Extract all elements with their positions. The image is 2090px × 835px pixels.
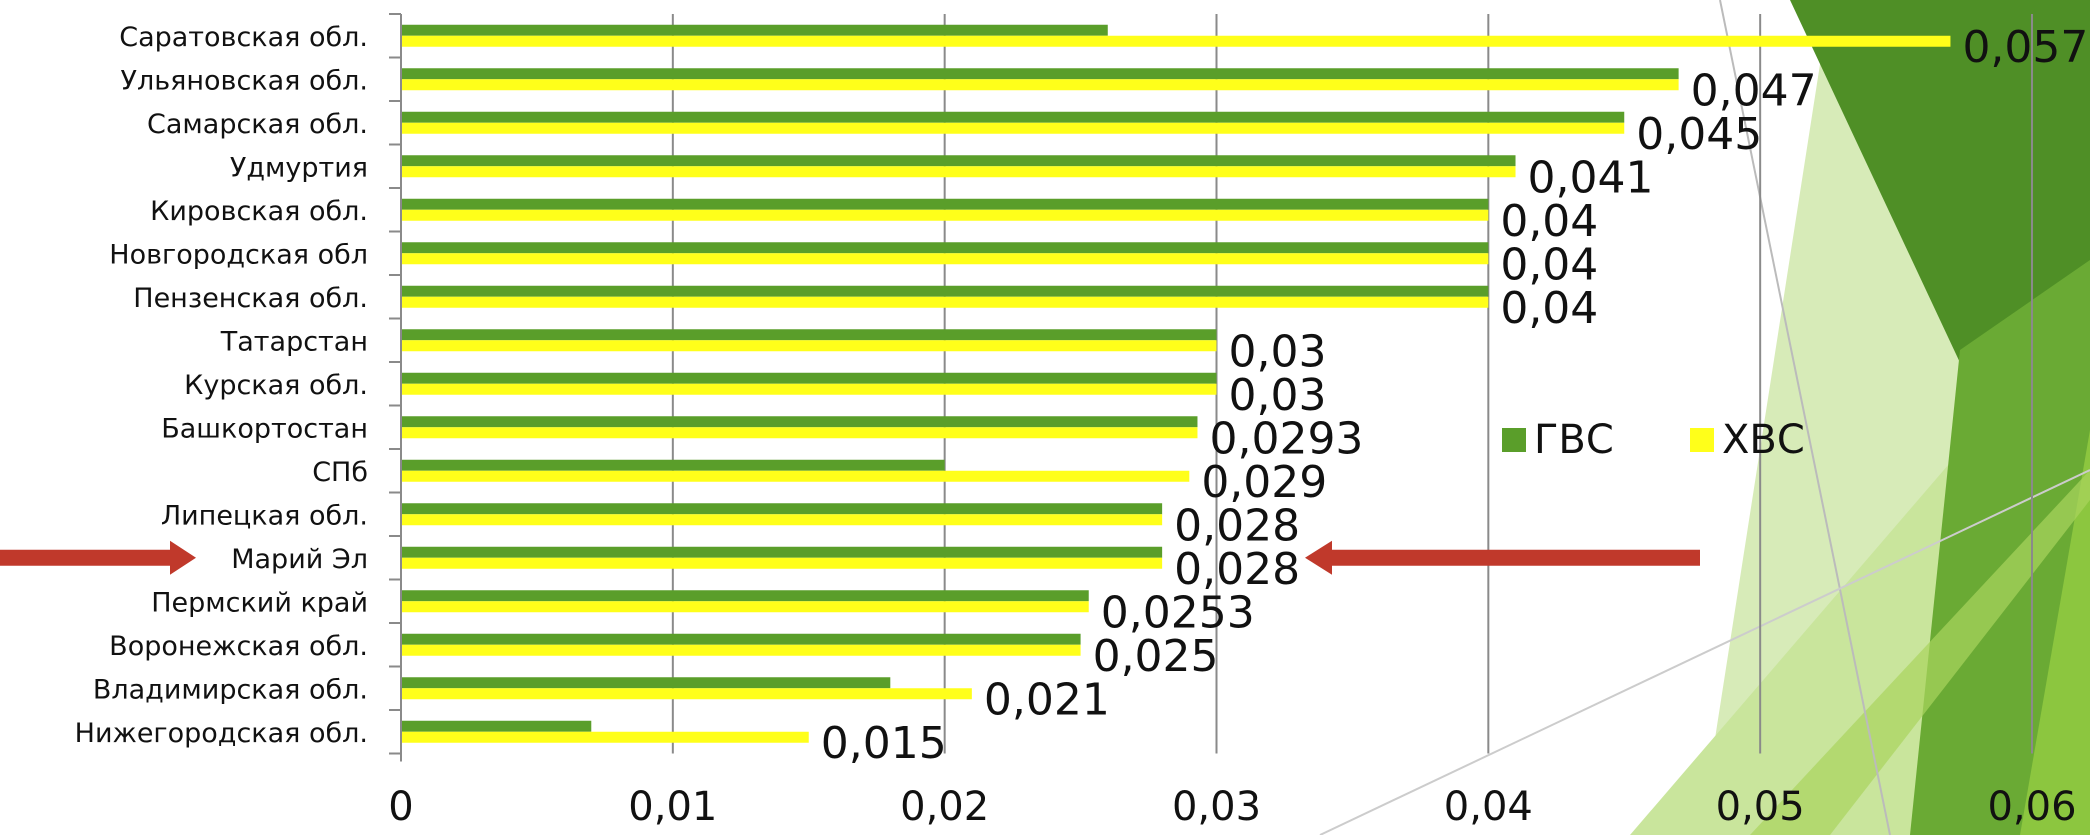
bar-gvs xyxy=(401,633,1081,645)
x-tick-label: 0,02 xyxy=(900,784,989,830)
deco-line-2 xyxy=(1319,469,2090,835)
bar-hvs xyxy=(401,79,1679,91)
category-label: Марий Эл xyxy=(231,544,368,575)
data-label: 0,021 xyxy=(984,674,1110,725)
category-label: Татарстан xyxy=(220,326,368,357)
data-label: 0,028 xyxy=(1174,544,1300,595)
data-label: 0,045 xyxy=(1636,109,1762,160)
bar-gvs xyxy=(401,285,1489,297)
bar-hvs xyxy=(401,253,1489,265)
bar-hvs xyxy=(401,427,1198,439)
arrow-left-icon xyxy=(1305,540,1700,575)
bar-hvs xyxy=(401,731,809,743)
data-label: 0,015 xyxy=(821,718,947,769)
data-label: 0,0253 xyxy=(1101,587,1255,638)
category-label: Башкортостан xyxy=(161,413,368,444)
axes xyxy=(389,13,402,762)
x-tick-label: 0,03 xyxy=(1172,784,1261,830)
legend-label: ГВС xyxy=(1534,417,1614,463)
bar-hvs xyxy=(401,122,1625,134)
deco-triangle-lime xyxy=(1750,470,2090,835)
category-label: СПб xyxy=(312,457,368,488)
legend: ГВС ХВС xyxy=(1502,417,1805,463)
bar-gvs xyxy=(401,68,1679,80)
bar-gvs xyxy=(401,242,1489,254)
category-label: Саратовская обл. xyxy=(119,22,368,53)
highlight-arrows xyxy=(0,540,1700,575)
bar-hvs xyxy=(401,383,1217,395)
bar-gvs xyxy=(401,329,1217,341)
data-label: 0,028 xyxy=(1174,500,1300,551)
legend-swatch xyxy=(1690,428,1714,452)
bar-gvs xyxy=(401,416,1198,428)
data-label: 0,04 xyxy=(1500,196,1598,247)
bar-gvs xyxy=(401,503,1163,515)
x-tick-label: 0,04 xyxy=(1444,784,1533,830)
bar-gvs xyxy=(401,198,1489,210)
bar-gvs xyxy=(401,546,1163,558)
bar-gvs xyxy=(401,111,1625,123)
deco-triangle-bright xyxy=(2020,430,2090,835)
category-label: Владимирская обл. xyxy=(93,674,368,705)
bar-gvs xyxy=(401,677,891,689)
data-label: 0,029 xyxy=(1201,457,1327,508)
category-label: Ульяновская обл. xyxy=(121,65,368,96)
bars xyxy=(401,24,1951,743)
category-label: Воронежская обл. xyxy=(109,631,368,662)
bar-hvs xyxy=(401,209,1489,221)
deco-line-1 xyxy=(1719,0,1891,835)
background-decoration xyxy=(1319,0,2090,835)
bar-hvs xyxy=(401,514,1163,526)
bar-gvs xyxy=(401,372,1217,384)
bar-hvs xyxy=(401,557,1163,569)
bar-hvs xyxy=(401,340,1217,352)
bar-gvs xyxy=(401,590,1089,602)
category-label: Пермский край xyxy=(151,587,368,618)
category-label: Удмуртия xyxy=(230,152,368,183)
legend-swatch xyxy=(1502,428,1526,452)
bar-hvs xyxy=(401,296,1489,308)
category-label: Кировская обл. xyxy=(150,196,368,227)
x-tick-label: 0,05 xyxy=(1716,784,1805,830)
category-label: Курская обл. xyxy=(184,370,368,401)
bar-gvs xyxy=(401,24,1108,36)
x-tick-labels: 0 0,01 0,02 0,03 0,04 0,05 0,06 xyxy=(388,784,2076,830)
arrow-right-icon xyxy=(0,540,196,575)
bar-hvs xyxy=(401,688,972,700)
data-label: 0,04 xyxy=(1500,239,1598,290)
category-label: Пензенская обл. xyxy=(133,283,368,314)
data-label: 0,04 xyxy=(1500,283,1598,334)
data-labels: 0,0570,0470,0450,0410,040,040,040,030,03… xyxy=(821,22,2089,769)
x-tick-label: 0 xyxy=(388,784,413,830)
category-label: Липецкая обл. xyxy=(161,500,368,531)
x-tick-label: 0,06 xyxy=(1987,784,2076,830)
data-label: 0,0293 xyxy=(1209,413,1363,464)
legend-label: ХВС xyxy=(1722,417,1805,463)
data-label: 0,057 xyxy=(1962,22,2088,73)
bar-gvs xyxy=(401,155,1516,167)
data-label: 0,03 xyxy=(1229,370,1327,421)
bar-hvs xyxy=(401,35,1951,47)
category-label: Нижегородская обл. xyxy=(75,718,368,749)
x-tick-label: 0,01 xyxy=(628,784,717,830)
category-labels: Саратовская обл. Ульяновская обл. Самарска… xyxy=(75,22,368,749)
data-label: 0,025 xyxy=(1093,631,1219,682)
bar-hvs xyxy=(401,601,1089,613)
category-label: Самарская обл. xyxy=(147,109,368,140)
bar-gvs xyxy=(401,720,592,732)
data-label: 0,03 xyxy=(1229,326,1327,377)
data-label: 0,041 xyxy=(1528,152,1654,203)
category-label: Новгородская обл xyxy=(109,239,368,270)
bar-gvs xyxy=(401,459,945,471)
bar-hvs xyxy=(401,166,1516,178)
bar-hvs xyxy=(401,644,1081,656)
bar-hvs xyxy=(401,470,1190,482)
data-label: 0,047 xyxy=(1691,65,1817,116)
